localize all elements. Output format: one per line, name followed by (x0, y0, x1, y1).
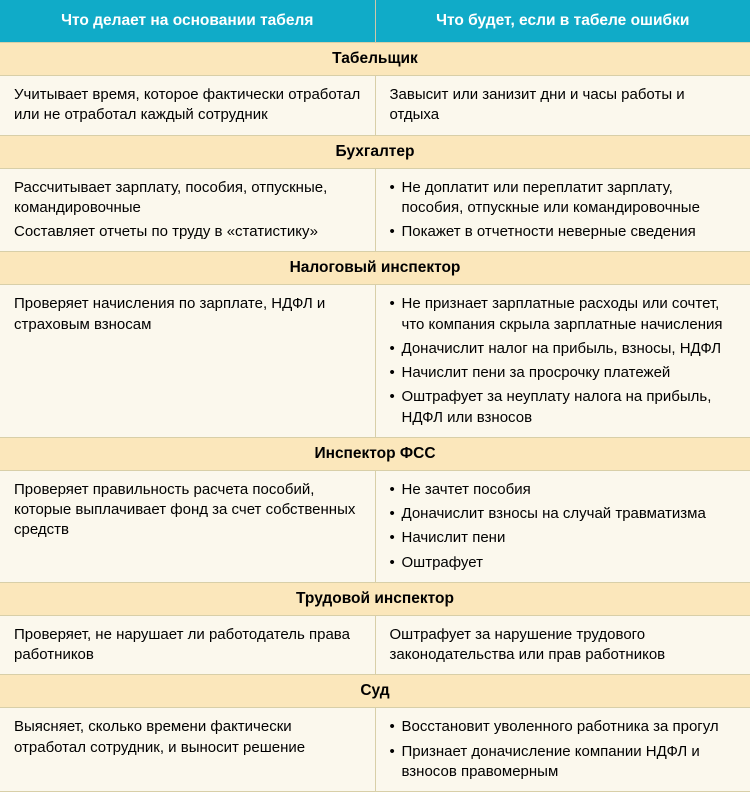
timesheet-roles-table: Что делает на основании табеля Что будет… (0, 0, 750, 792)
cell-text: Завысит или занизит дни и часы работы и … (390, 85, 739, 126)
header-right: Что будет, если в табеле ошибки (375, 0, 750, 43)
cell-text: Составляет отчеты по труду в «статистику… (14, 222, 363, 242)
list-item: Доначислит налог на прибыль, взносы, НДФ… (390, 339, 739, 359)
cell-text: Оштрафует за нарушение трудового законод… (390, 625, 739, 666)
table-row: Выясняет, сколько времени фактически отр… (0, 708, 750, 792)
cell-left: Учитывает время, которое фактически отра… (0, 76, 375, 136)
cell-right: Оштрафует за нарушение трудового законод… (375, 615, 750, 675)
section-title-row: Табельщик (0, 43, 750, 76)
list-item: Признает доначисление компании НДФЛ и вз… (390, 742, 739, 783)
table-row: Учитывает время, которое фактически отра… (0, 76, 750, 136)
cell-text: Учитывает время, которое фактически отра… (14, 85, 363, 126)
list-item: Доначислит взносы на случай травматизма (390, 504, 739, 524)
cell-left: Проверяет правильность расчета пособий, … (0, 470, 375, 582)
list-item: Оштрафует (390, 553, 739, 573)
list-item: Оштрафует за неуплату налога на прибыль,… (390, 387, 739, 428)
cell-right: Не признает зарплатные расходы или сочте… (375, 285, 750, 438)
cell-left: Выясняет, сколько времени фактически отр… (0, 708, 375, 792)
section-title-row: Инспектор ФСС (0, 437, 750, 470)
list-item: Начислит пени за просрочку платежей (390, 363, 739, 383)
section-title: Бухгалтер (0, 135, 750, 168)
section-title-row: Суд (0, 675, 750, 708)
list-item: Покажет в отчетности неверные сведения (390, 222, 739, 242)
list-item: Не признает зарплатные расходы или сочте… (390, 294, 739, 335)
cell-left: Проверяет, не нарушает ли работодатель п… (0, 615, 375, 675)
header-left: Что делает на основании табеля (0, 0, 375, 43)
list-item: Восстановит уволенного работника за прог… (390, 717, 739, 737)
table-row: Проверяет правильность расчета пособий, … (0, 470, 750, 582)
cell-text: Проверяет правильность расчета пособий, … (14, 480, 363, 541)
cell-text: Проверяет начисления по зарплате, НДФЛ и… (14, 294, 363, 335)
section-title: Налоговый инспектор (0, 252, 750, 285)
section-title-row: Бухгалтер (0, 135, 750, 168)
cell-left: Проверяет начисления по зарплате, НДФЛ и… (0, 285, 375, 438)
section-title: Табельщик (0, 43, 750, 76)
section-title: Трудовой инспектор (0, 582, 750, 615)
table-row: Рассчитывает зарплату, пособия, отпускны… (0, 168, 750, 252)
list-item: Не доплатит или переплатит зарплату, пос… (390, 178, 739, 219)
cell-text: Рассчитывает зарплату, пособия, отпускны… (14, 178, 363, 219)
section-title: Инспектор ФСС (0, 437, 750, 470)
table-header: Что делает на основании табеля Что будет… (0, 0, 750, 43)
table-body: Табельщик Учитывает время, которое фактич… (0, 43, 750, 792)
cell-right: Восстановит уволенного работника за прог… (375, 708, 750, 792)
table-row: Проверяет начисления по зарплате, НДФЛ и… (0, 285, 750, 438)
cell-right: Завысит или занизит дни и часы работы и … (375, 76, 750, 136)
cell-right: Не доплатит или переплатит зарплату, пос… (375, 168, 750, 252)
section-title: Суд (0, 675, 750, 708)
cell-left: Рассчитывает зарплату, пособия, отпускны… (0, 168, 375, 252)
cell-text: Проверяет, не нарушает ли работодатель п… (14, 625, 363, 666)
cell-text: Выясняет, сколько времени фактически отр… (14, 717, 363, 758)
table-row: Проверяет, не нарушает ли работодатель п… (0, 615, 750, 675)
cell-right: Не зачтет пособия Доначислит взносы на сл… (375, 470, 750, 582)
section-title-row: Налоговый инспектор (0, 252, 750, 285)
list-item: Не зачтет пособия (390, 480, 739, 500)
section-title-row: Трудовой инспектор (0, 582, 750, 615)
list-item: Начислит пени (390, 528, 739, 548)
